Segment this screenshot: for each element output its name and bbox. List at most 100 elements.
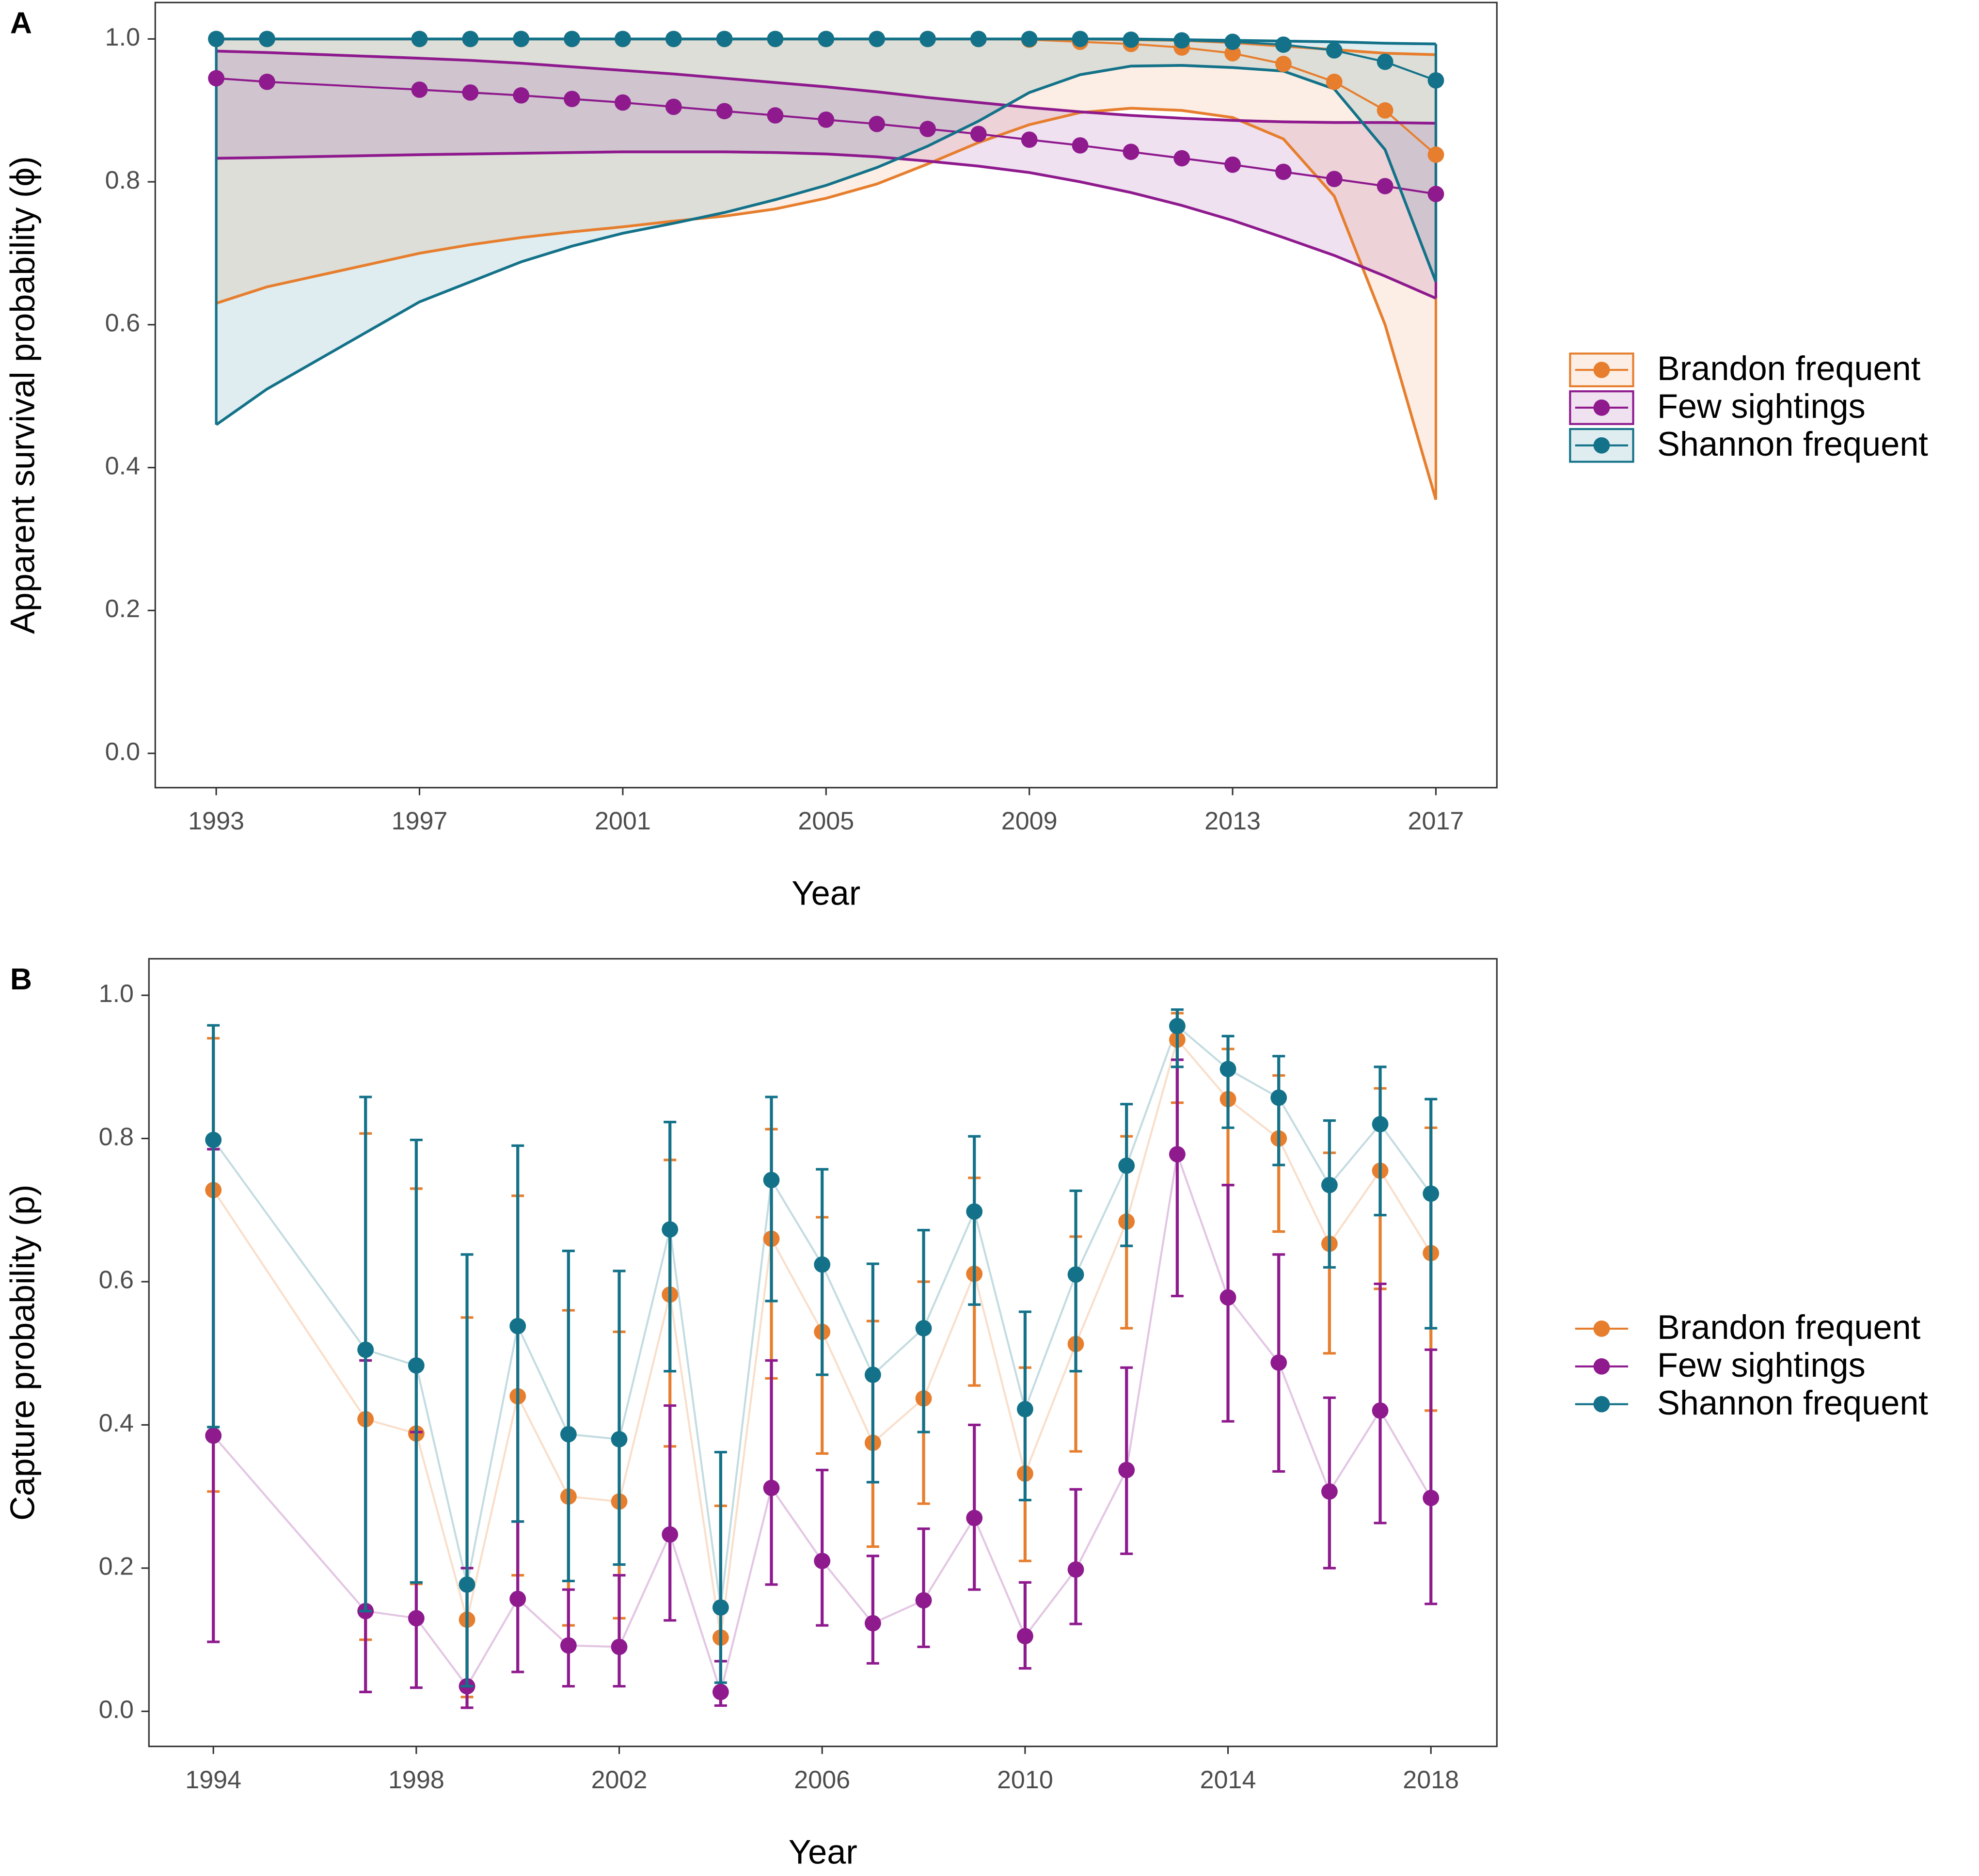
point bbox=[1377, 53, 1393, 70]
point bbox=[1173, 150, 1190, 167]
x-tick-label: 2005 bbox=[798, 807, 854, 835]
ribbon-edge bbox=[215, 64, 1438, 426]
point bbox=[259, 31, 275, 48]
point bbox=[814, 1553, 831, 1569]
point bbox=[665, 31, 682, 48]
point bbox=[1224, 156, 1241, 173]
point bbox=[1423, 1185, 1440, 1202]
point bbox=[1224, 45, 1241, 62]
point bbox=[513, 31, 530, 48]
point bbox=[408, 1610, 425, 1627]
legend-label: Brandon frequent bbox=[1657, 349, 1920, 387]
point bbox=[919, 121, 936, 137]
legend-label: Shannon frequent bbox=[1657, 425, 1928, 463]
point bbox=[1169, 1017, 1186, 1034]
y-tick-label: 0.4 bbox=[105, 452, 140, 480]
point bbox=[818, 31, 835, 48]
point bbox=[513, 87, 530, 104]
point bbox=[411, 31, 428, 48]
legend-key bbox=[1593, 1396, 1610, 1413]
ribbon-edge bbox=[216, 49, 1436, 125]
point bbox=[665, 98, 682, 115]
point bbox=[1067, 1561, 1084, 1578]
y-axis-title: Apparent survival probability (ϕ) bbox=[3, 156, 42, 634]
point bbox=[1118, 1462, 1135, 1479]
point bbox=[966, 1510, 983, 1526]
point bbox=[767, 31, 784, 48]
legend-key bbox=[1593, 362, 1610, 378]
point bbox=[560, 1426, 577, 1443]
panel: A 0.0 0.2 0.4 0.6 0.8 1.0 1993 1997 2001 2005 2009 2… bbox=[3, 1, 1928, 912]
x-tick-label: 1994 bbox=[185, 1766, 241, 1794]
y-tick-label: 0.6 bbox=[99, 1266, 134, 1294]
point bbox=[915, 1320, 932, 1336]
point bbox=[763, 1479, 780, 1496]
point bbox=[1219, 1289, 1236, 1306]
legend-label: Brandon frequent bbox=[1657, 1308, 1920, 1346]
point bbox=[614, 31, 631, 48]
y-tick-label: 0.2 bbox=[99, 1553, 134, 1581]
point bbox=[1016, 1628, 1033, 1645]
point bbox=[611, 1431, 628, 1447]
point bbox=[1326, 171, 1343, 188]
point bbox=[1275, 36, 1292, 53]
point bbox=[1372, 1116, 1389, 1132]
y-tick-label: 0.4 bbox=[99, 1409, 134, 1437]
point bbox=[712, 1684, 729, 1701]
point bbox=[662, 1526, 679, 1543]
point bbox=[1427, 186, 1444, 203]
point bbox=[1326, 42, 1343, 59]
legend-key bbox=[1593, 1320, 1610, 1337]
point bbox=[1372, 1402, 1389, 1419]
point bbox=[1423, 1490, 1440, 1506]
point bbox=[1321, 1176, 1338, 1193]
x-tick-label: 1993 bbox=[188, 807, 244, 835]
point bbox=[564, 91, 580, 108]
x-tick-label: 2018 bbox=[1403, 1766, 1459, 1794]
y-tick-label: 0.6 bbox=[105, 309, 140, 337]
y-axis-title: Capture probability (p) bbox=[3, 1185, 42, 1521]
point bbox=[864, 1367, 881, 1383]
point bbox=[1224, 33, 1241, 50]
point bbox=[1021, 31, 1038, 48]
y-tick-label: 0.8 bbox=[105, 166, 140, 194]
point bbox=[462, 84, 479, 101]
panel: B 0.0 0.2 0.4 0.6 0.8 1.0 1994 1998 2002 2006 2010 2… bbox=[3, 958, 1928, 1871]
x-tick-label: 2006 bbox=[794, 1766, 850, 1794]
point bbox=[1021, 131, 1038, 148]
x-tick-label: 2009 bbox=[1001, 807, 1058, 835]
point bbox=[208, 31, 225, 48]
point bbox=[611, 1638, 628, 1655]
point bbox=[970, 31, 987, 48]
y-tick-label: 1.0 bbox=[99, 980, 134, 1008]
point bbox=[915, 1592, 932, 1609]
y-tick-label: 0.2 bbox=[105, 595, 140, 623]
point bbox=[767, 107, 784, 124]
legend-key bbox=[1593, 399, 1610, 416]
point bbox=[966, 1203, 983, 1220]
point bbox=[1427, 146, 1444, 163]
point bbox=[259, 73, 275, 90]
point bbox=[662, 1221, 679, 1238]
point bbox=[1427, 72, 1444, 89]
point bbox=[1123, 31, 1140, 48]
legend-key bbox=[1593, 1358, 1610, 1375]
legend-label: Shannon frequent bbox=[1657, 1383, 1928, 1422]
x-tick-label: 2010 bbox=[997, 1766, 1053, 1794]
point bbox=[1169, 1146, 1186, 1162]
point bbox=[205, 1427, 222, 1444]
x-tick-label: 2017 bbox=[1408, 807, 1464, 835]
point bbox=[818, 111, 835, 128]
point bbox=[1377, 178, 1393, 194]
x-tick-label: 2001 bbox=[595, 807, 651, 835]
panel-label: B bbox=[10, 963, 32, 996]
legend-label: Few sightings bbox=[1657, 1346, 1866, 1384]
point bbox=[509, 1590, 526, 1607]
point bbox=[459, 1576, 475, 1593]
panel-label: A bbox=[10, 6, 32, 40]
point bbox=[1377, 102, 1393, 119]
ribbon-edge bbox=[216, 150, 1437, 300]
point bbox=[1326, 73, 1343, 90]
point bbox=[864, 1615, 881, 1632]
